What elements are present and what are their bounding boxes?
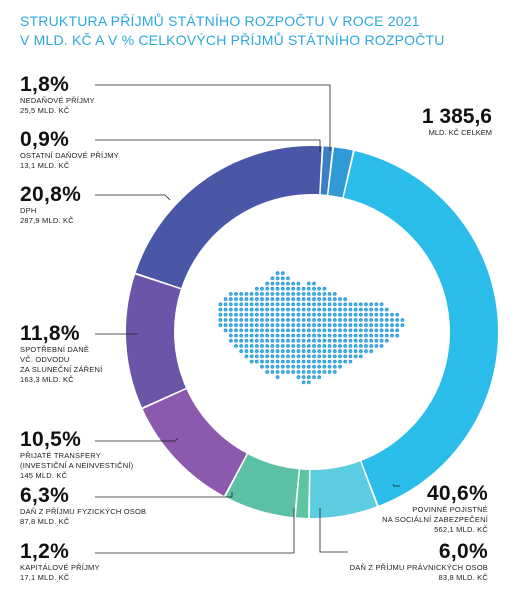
slice-name: ZA SLUNEČNÍ ZÁŘENÍ <box>20 365 103 374</box>
donut-slice-2 <box>295 469 310 518</box>
slice-name: KAPITÁLOVÉ PŘÍJMY <box>20 563 100 572</box>
slice-label-2: 1,2% KAPITÁLOVÉ PŘÍJMY 17,1 MLD. KČ <box>20 540 100 583</box>
slice-name: DPH <box>20 206 37 215</box>
slice-value: 562,1 MLD. KČ <box>434 525 488 534</box>
slice-name: NEDAŇOVÉ PŘÍJMY <box>20 96 95 105</box>
slice-name: SPOTŘEBNÍ DANĚ <box>20 345 90 354</box>
slice-name: (INVESTIČNÍ A NEINVESTIČNÍ) <box>20 461 134 470</box>
leader-line-8 <box>95 84 331 151</box>
slice-name: OSTATNÍ DAŇOVÉ PŘÍJMY <box>20 151 119 160</box>
donut-slice-8 <box>328 147 353 198</box>
slice-label-4: 10,5% PŘIJATÉ TRANSFERY (INVESTIČNÍ A NEIN… <box>20 428 133 481</box>
slice-percent: 40,6% <box>426 482 488 505</box>
slice-name: POVINNÉ POJISTNÉ <box>412 505 488 514</box>
total-unit: MLD. KČ CELKEM <box>428 128 492 137</box>
leader-line-0 <box>392 483 400 487</box>
slice-label-1: 6,0% DAŇ Z PŘÍJMU PRÁVNICKÝCH OSOB 83,8 ML… <box>350 540 488 583</box>
donut-slice-3 <box>225 454 299 518</box>
slice-label-5: 11,8% SPOTŘEBNÍ DANĚ VČ. ODVODU ZA SLUNEČNÍ… <box>20 322 102 385</box>
slice-value: 87,8 MLD. KČ <box>20 517 70 526</box>
slice-label-6: 20,8% DPH 287,9 MLD. KČ <box>20 183 81 226</box>
donut-slice-1 <box>309 461 377 518</box>
chart-subtitle: V MLD. KČ A V % CELKOVÝCH PŘÍJMŮ STÁTNÍH… <box>20 32 445 48</box>
slice-percent: 6,0% <box>438 540 488 563</box>
leader-line-4 <box>95 437 179 442</box>
slice-percent: 10,5% <box>20 428 82 451</box>
slice-value: 17,1 MLD. KČ <box>20 573 70 582</box>
leader-line-7 <box>95 139 321 152</box>
leader-line-1 <box>319 508 348 553</box>
donut-slice-5 <box>126 274 186 408</box>
leader-line-2 <box>95 508 295 554</box>
slice-percent: 1,2% <box>20 540 70 563</box>
donut-slice-0 <box>343 150 499 506</box>
czech-map-dots-icon <box>218 271 405 385</box>
slice-value: 83,8 MLD. KČ <box>438 573 488 582</box>
slice-label-0: 40,6% POVINNÉ POJISTNÉ NA SOCIÁLNÍ ZABEZPE… <box>382 482 488 535</box>
donut-slice-7 <box>320 146 333 195</box>
slice-value: 145 MLD. KČ <box>20 471 68 480</box>
slice-percent: 6,3% <box>20 484 70 507</box>
total-value: 1 385,6 <box>421 105 492 128</box>
slice-percent: 0,9% <box>20 128 70 151</box>
slice-label-7: 0,9% OSTATNÍ DAŇOVÉ PŘÍJMY 13,1 MLD. KČ <box>20 128 119 171</box>
chart-title: STRUKTURA PŘÍJMŮ STÁTNÍHO ROZPOČTU V ROC… <box>20 12 510 50</box>
leader-line-3 <box>95 492 233 498</box>
donut-slice-6 <box>135 146 322 288</box>
slice-label-8: 1,8% NEDAŇOVÉ PŘÍJMY 25,5 MLD. KČ <box>20 73 95 116</box>
slice-value: 163,3 MLD. KČ <box>20 375 74 384</box>
slice-name: DAŇ Z PŘÍJMU PRÁVNICKÝCH OSOB <box>349 563 488 572</box>
total-label: 1 385,6 MLD. KČ CELKEM <box>422 105 492 138</box>
leader-line-6 <box>95 194 171 201</box>
slice-label-3: 6,3% DAŇ Z PŘÍJMU FYZICKÝCH OSOB 87,8 MLD.… <box>20 484 146 527</box>
slice-value: 13,1 MLD. KČ <box>20 161 70 170</box>
slice-percent: 1,8% <box>20 73 70 96</box>
slice-percent: 20,8% <box>20 183 82 206</box>
slice-value: 25,5 MLD. KČ <box>20 106 70 115</box>
slice-percent: 11,8% <box>20 322 80 345</box>
donut-slice-4 <box>142 389 247 496</box>
slice-name: PŘIJATÉ TRANSFERY <box>20 451 101 460</box>
chart-title-line1: STRUKTURA PŘÍJMŮ STÁTNÍHO ROZPOČTU V ROC… <box>20 13 420 29</box>
slice-name: DAŇ Z PŘÍJMU FYZICKÝCH OSOB <box>20 507 147 516</box>
slice-value: 287,9 MLD. KČ <box>20 216 74 225</box>
slice-name: VČ. ODVODU <box>20 355 70 364</box>
slice-name: NA SOCIÁLNÍ ZABEZPEČENÍ <box>382 515 488 524</box>
